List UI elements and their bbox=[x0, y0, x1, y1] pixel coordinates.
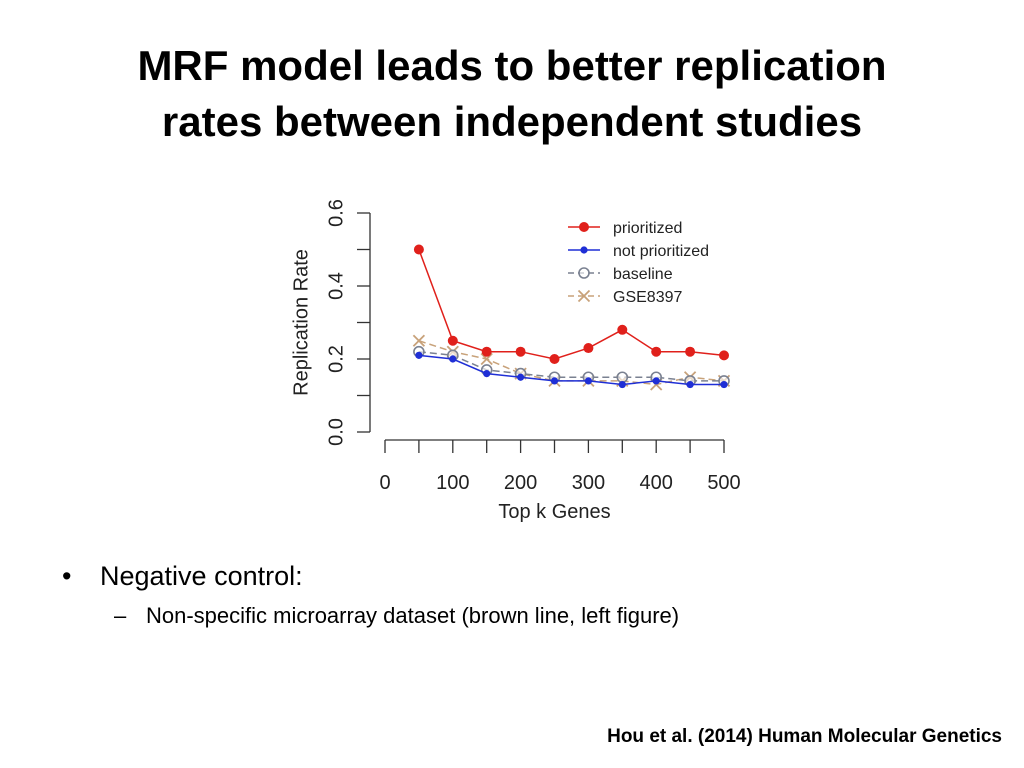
data-point-not-prioritized bbox=[550, 377, 559, 385]
series-line-prioritized bbox=[418, 249, 725, 360]
data-point-prioritized bbox=[719, 350, 729, 361]
slide-title: MRF model leads to better replication ra… bbox=[40, 38, 984, 150]
data-point-baseline bbox=[616, 371, 629, 384]
data-point-prioritized bbox=[617, 324, 628, 335]
data-point-not-prioritized bbox=[720, 380, 728, 389]
legend-item-prioritized: prioritized bbox=[568, 220, 682, 237]
x-tick-label: 400 bbox=[640, 472, 673, 494]
series-not-prioritized bbox=[415, 351, 728, 389]
legend-label: baseline bbox=[613, 266, 673, 283]
x-marker-stroke bbox=[412, 334, 426, 347]
y-tick-label: 0.0 bbox=[325, 418, 347, 446]
data-point-not-prioritized bbox=[686, 380, 694, 389]
x-marker-stroke bbox=[480, 352, 493, 366]
legend-item-baseline: baseline bbox=[568, 266, 673, 283]
y-tick-label: 0.2 bbox=[325, 345, 347, 373]
x-tick-label: 300 bbox=[572, 472, 605, 494]
data-point-prioritized bbox=[413, 244, 424, 255]
data-point-not-prioritized bbox=[483, 370, 491, 378]
line-chart: 0.0 0.2 0.4 0.6 Replication Rate 0 100 200 300 40… bbox=[280, 185, 760, 530]
x-tick-label: 0 bbox=[379, 472, 390, 494]
data-point-prioritized bbox=[651, 346, 662, 357]
data-point-gse8397 bbox=[412, 334, 426, 347]
chart-series bbox=[412, 244, 731, 391]
series-prioritized bbox=[413, 244, 729, 364]
legend-label: not prioritized bbox=[613, 243, 709, 260]
sub-bullet-item: – Non-specific microarray dataset (brown… bbox=[62, 600, 962, 632]
chart-axes: 0.0 0.2 0.4 0.6 Replication Rate 0 100 200 300 40… bbox=[290, 199, 740, 523]
legend-marker bbox=[577, 289, 591, 303]
bullet-text: Negative control: bbox=[100, 561, 303, 591]
series-line-not-prioritized bbox=[418, 354, 724, 386]
legend-item-gse8397: GSE8397 bbox=[568, 289, 682, 306]
bullet-item: • Negative control: bbox=[62, 558, 962, 594]
chart-legend: prioritized not prioritized baseline GSE839… bbox=[568, 220, 709, 306]
data-point-prioritized bbox=[583, 343, 594, 354]
bullet-list: • Negative control: – Non-specific micro… bbox=[62, 558, 962, 632]
data-point-prioritized bbox=[515, 346, 526, 357]
x-axis-label: Top k Genes bbox=[498, 501, 610, 523]
y-tick-label: 0.6 bbox=[325, 199, 347, 227]
legend-label: prioritized bbox=[613, 220, 682, 237]
sub-bullet-glyph: – bbox=[114, 603, 127, 628]
data-point-not-prioritized bbox=[517, 373, 525, 381]
data-point-prioritized bbox=[549, 354, 560, 364]
title-line-2: rates between independent studies bbox=[161, 98, 863, 145]
series-baseline bbox=[413, 345, 730, 387]
data-point-prioritized bbox=[481, 346, 492, 357]
x-marker-stroke bbox=[577, 289, 591, 303]
y-axis-label: Replication Rate bbox=[290, 249, 312, 396]
data-point-prioritized bbox=[685, 346, 696, 357]
x-tick-label: 100 bbox=[436, 472, 469, 494]
series-line-baseline bbox=[418, 350, 724, 382]
chart-svg: 0.0 0.2 0.4 0.6 Replication Rate 0 100 200 300 40… bbox=[290, 199, 740, 523]
legend-item-not-prioritized: not prioritized bbox=[568, 243, 709, 260]
data-point-gse8397 bbox=[480, 352, 493, 366]
x-tick-label: 500 bbox=[707, 472, 740, 494]
sub-bullet-text: Non-specific microarray dataset (brown l… bbox=[146, 603, 680, 628]
data-point-prioritized bbox=[447, 335, 458, 346]
y-tick-label: 0.4 bbox=[325, 272, 347, 300]
data-point-not-prioritized bbox=[449, 355, 457, 363]
legend-marker bbox=[580, 246, 588, 254]
data-point-not-prioritized bbox=[652, 377, 660, 385]
data-point-not-prioritized bbox=[415, 351, 423, 359]
legend-marker bbox=[578, 267, 590, 279]
citation: Hou et al. (2014) Human Molecular Geneti… bbox=[607, 726, 1002, 747]
x-tick-label: 200 bbox=[504, 472, 537, 494]
legend-label: GSE8397 bbox=[613, 289, 682, 306]
title-line-1: MRF model leads to better replication bbox=[137, 42, 887, 89]
bullet-glyph: • bbox=[62, 561, 72, 591]
legend-marker bbox=[579, 222, 589, 232]
data-point-not-prioritized bbox=[618, 380, 626, 389]
data-point-not-prioritized bbox=[584, 377, 592, 385]
